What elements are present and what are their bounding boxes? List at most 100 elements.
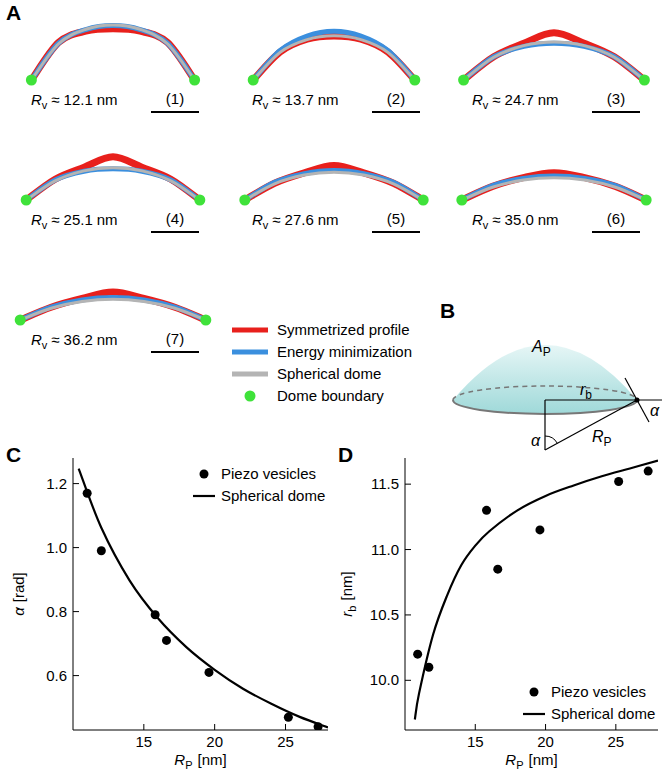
profile: Rv≈13.7nm (2) [248, 31, 421, 112]
legend-text: Spherical dome [551, 705, 655, 722]
text-part: ≈ [51, 91, 59, 108]
x-tick [545, 724, 546, 730]
text-part: 25.1 [64, 211, 93, 228]
y-tick-label: 11.0 [371, 541, 399, 558]
horizontal-line [637, 400, 662, 401]
y-tick-label: 0.6 [46, 667, 67, 684]
symmetrized-profile [253, 36, 415, 80]
dome-boundary [194, 195, 205, 206]
profile-number: (6) [607, 210, 625, 227]
dome-boundary [456, 195, 467, 206]
y-tick [73, 675, 79, 676]
profile-label: Rv≈13.7nm [252, 91, 339, 111]
text-part: ≈ [492, 91, 500, 108]
symmetrized-profile [31, 29, 194, 80]
text-part: A [531, 338, 543, 355]
angle-arc [545, 436, 557, 443]
text-part: [nm] [198, 751, 227, 768]
figure: ABCDRv≈12.1nm(1)Rv≈13.7nm(2)Rv≈24.7nm(3)… [0, 0, 667, 772]
text-part: v [263, 99, 269, 111]
text-part: ≈ [51, 211, 59, 228]
y-tick-label: 11.5 [371, 475, 399, 492]
legend-marker [200, 470, 209, 479]
energy-profile [464, 43, 645, 80]
legend: Piezo vesicles Spherical dome [193, 465, 325, 504]
text-part: v [42, 219, 48, 231]
legend-text: Piezo vesicles [551, 683, 646, 700]
spherical-profile [26, 168, 200, 200]
symmetrized-profile [464, 33, 645, 80]
base-back [453, 386, 637, 400]
profile-label: Rv≈24.7nm [472, 91, 559, 111]
text-part: ≈ [272, 91, 280, 108]
legend-marker [530, 688, 539, 697]
text-part: R [174, 751, 185, 768]
legend-text: Energy minimization [277, 343, 412, 360]
scale-bar [372, 231, 420, 233]
dome-boundary [200, 315, 211, 326]
text-part: R [252, 211, 263, 228]
x-tick [285, 724, 286, 730]
energy-profile [31, 26, 194, 80]
panel-label: B [440, 299, 455, 322]
text-part: 13.7 [285, 91, 314, 108]
x-tick [143, 724, 144, 730]
symmetrized-profile [462, 173, 646, 200]
y-axis [405, 458, 406, 730]
scale-bar [151, 231, 199, 233]
text-part: v [42, 99, 48, 111]
panel-label: A [6, 1, 21, 24]
profile-number: (2) [387, 90, 405, 107]
text-part: nm [538, 211, 559, 228]
y-tick-label: 0.8 [46, 603, 67, 620]
x-tick-label: 15 [135, 733, 152, 750]
text-part: v [483, 99, 489, 111]
profile-number: (4) [166, 210, 184, 227]
y-tick [73, 483, 79, 484]
y-tick [73, 547, 79, 548]
scale-bar [592, 231, 640, 233]
spherical-profile [253, 36, 415, 80]
panel-label: D [338, 443, 353, 466]
text-part: 12.1 [64, 91, 93, 108]
legend-text: Spherical dome [277, 365, 381, 382]
text-part: P [185, 759, 192, 771]
legend-text: Symmetrized profile [277, 321, 410, 338]
y-tick [405, 614, 411, 615]
axis-line [544, 400, 545, 450]
legend-text: Spherical dome [221, 487, 325, 504]
series-line [415, 461, 658, 720]
legend-line [232, 328, 268, 333]
profile: Rv≈24.7nm(3) [458, 33, 650, 112]
x-tick-label: 20 [537, 733, 554, 750]
dome-boundary [21, 195, 32, 206]
scale-bar [592, 111, 640, 113]
legend-line [232, 350, 268, 355]
legend-line [523, 713, 545, 715]
energy-profile [20, 298, 206, 320]
profile: Rv≈27.6nm(5) [239, 166, 428, 232]
text-part: v [42, 339, 48, 351]
diagram-label: α [531, 432, 541, 449]
data-point [644, 467, 653, 476]
text-part: nm [97, 211, 118, 228]
text-part: α [10, 607, 27, 616]
dome-boundary [239, 195, 250, 206]
legend-text: Piezo vesicles [221, 465, 316, 482]
text-part: v [483, 219, 489, 231]
scale-bar [151, 111, 199, 113]
text-part: α [650, 402, 660, 419]
spherical-profile [245, 172, 423, 200]
sphere-radius-line [545, 400, 637, 450]
text-part: ≈ [272, 211, 280, 228]
data-point [162, 636, 171, 645]
y-tick-label: 1.2 [46, 475, 67, 492]
dome-boundary [248, 75, 259, 86]
x-tick-label: 25 [277, 733, 294, 750]
profile-label: Rv≈36.2nm [31, 331, 118, 351]
y-tick [405, 680, 411, 681]
energy-profile [462, 176, 646, 200]
series-line [79, 469, 328, 728]
text-part: R [31, 331, 42, 348]
text-part: b [346, 606, 358, 612]
